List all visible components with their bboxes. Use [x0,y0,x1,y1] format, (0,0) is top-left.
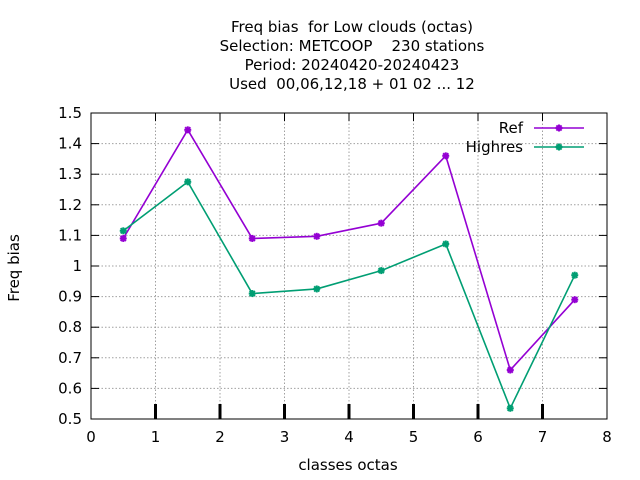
y-tick-label: 1.1 [58,226,82,244]
data-point-marker [555,143,563,151]
y-tick-label: 0.9 [58,288,82,306]
data-point-marker [506,404,514,412]
grid-lines [91,113,607,419]
x-tick-label: 2 [215,428,225,446]
y-axis-label: Freq bias [5,234,23,302]
x-tick-label: 8 [602,428,612,446]
series-ref [119,126,579,374]
series-line [122,129,576,371]
data-point-marker [184,178,192,186]
data-point-marker [506,366,514,374]
y-tick-label: 1.2 [58,196,82,214]
data-point-marker [377,267,385,274]
x-tick-label: 1 [151,428,161,446]
series-highres [119,178,579,412]
x-tick-label: 0 [86,428,96,446]
data-point-marker [313,233,321,240]
legend-label: Highres [466,138,524,156]
data-point-marker [248,290,256,297]
x-tick-label: 4 [344,428,354,446]
data-point-marker [184,126,192,134]
axis-ticks: 0.5 0.6 0.7 0.8 0.9 1 1.1 1.2 1.3 1.4 1.5 0 1 2 3 4 5 6 7 8 [58,104,612,446]
data-point-marker [119,227,127,235]
y-tick-label: 1 [72,257,82,275]
chart-title-line-2: Selection: METCOOP 230 stations [219,37,485,55]
chart-title-line-1: Freq bias for Low clouds (octas) [230,18,474,36]
data-point-marker [313,285,321,293]
data-point-marker [377,219,385,227]
x-tick-label: 7 [538,428,548,446]
chart-title-line-4: Used 00,06,12,18 + 01 02 ... 12 [229,75,475,93]
data-point-marker [442,240,450,248]
y-tick-label: 0.6 [58,379,82,397]
y-tick-label: 0.8 [58,318,82,336]
y-tick-label: 0.7 [58,349,82,367]
x-tick-label: 5 [409,428,419,446]
series-lines [119,126,579,412]
data-point-marker [442,152,450,160]
plot-frame [90,112,608,420]
x-tick-label: 6 [473,428,483,446]
data-point-marker [571,271,579,279]
data-point-marker [119,235,127,242]
chart-title-line-3: Period: 20240420-20240423 [244,56,460,74]
y-tick-label: 1.3 [58,165,82,183]
data-point-marker [571,296,579,303]
x-axis-label: classes octas [298,456,398,474]
data-point-marker [555,124,563,132]
x-tick-label: 3 [280,428,290,446]
series-line [122,181,576,410]
y-tick-label: 1.4 [58,135,82,153]
y-tick-label: 0.5 [58,410,82,428]
data-point-marker [248,235,256,242]
legend-label: Ref [499,119,524,137]
y-tick-label: 1.5 [58,104,82,122]
